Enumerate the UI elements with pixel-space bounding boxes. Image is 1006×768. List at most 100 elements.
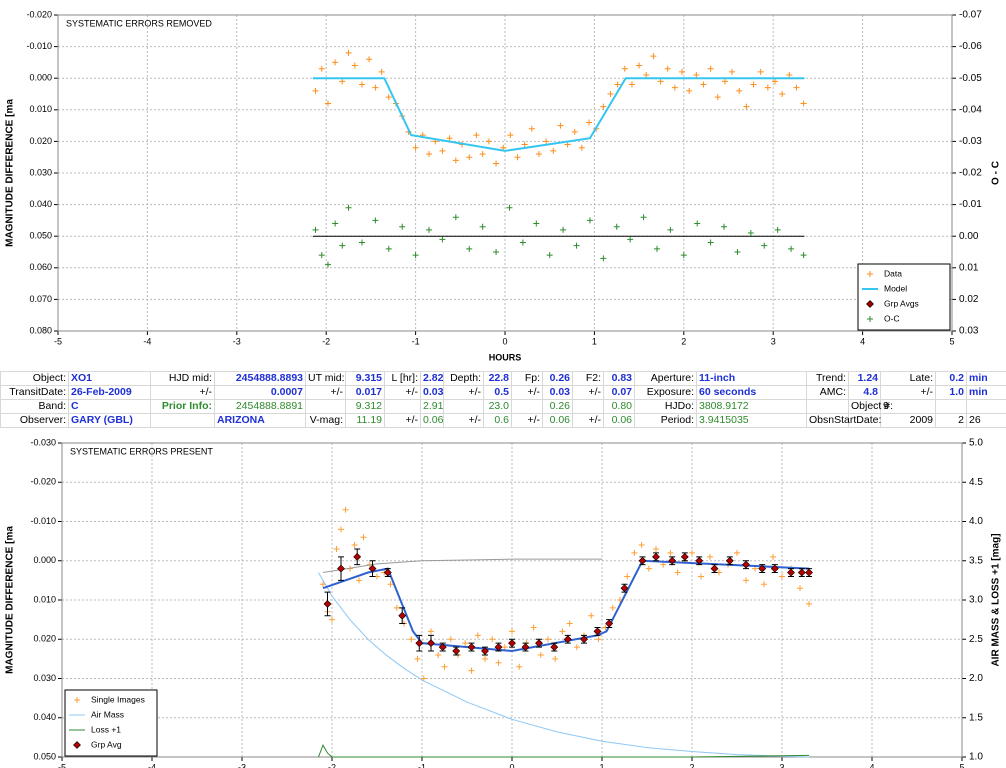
data-point: [793, 84, 800, 91]
legend-swatch: [866, 300, 874, 308]
empty-cell: [443, 399, 484, 414]
field-label: +/-: [443, 385, 484, 400]
data-point: [638, 542, 645, 549]
x-tick-label: 2: [681, 336, 686, 346]
data-point: [535, 151, 542, 158]
field-value: 0.07: [603, 385, 635, 400]
empty-cell: [384, 399, 421, 414]
data-point: [580, 635, 588, 644]
data-point: [312, 226, 319, 233]
y-tick-label: 0.050: [33, 751, 56, 761]
data-point: [806, 600, 812, 607]
data-point: [446, 135, 453, 142]
data-point: [771, 78, 778, 85]
data-point: [693, 72, 700, 79]
field-label: +/-: [305, 385, 346, 400]
field-label: V-mag:: [305, 413, 346, 428]
data-point: [588, 612, 595, 619]
data-point: [680, 252, 687, 259]
data-point: [797, 585, 803, 592]
y-tick-label: -0.020: [26, 9, 52, 19]
data-point: [600, 255, 607, 262]
data-point: [689, 549, 695, 556]
data-point: [559, 628, 566, 635]
data-point: [680, 552, 689, 561]
field-value: 2.82: [420, 371, 444, 386]
data-point: [415, 639, 424, 648]
data-point: [332, 220, 339, 227]
data-point: [372, 217, 379, 224]
data-point: [466, 154, 473, 161]
x-tick-label: 1: [592, 336, 597, 346]
field-value: ARIZONA: [214, 413, 306, 428]
data-point: [528, 125, 535, 132]
y2-tick-label: 2.5: [969, 634, 983, 645]
field-label: Observer:: [0, 413, 69, 428]
data-point: [543, 138, 550, 145]
y-tick-label: 0.020: [33, 634, 56, 644]
field-value: 2454888.8891: [214, 399, 306, 414]
x-tick-label: 3: [771, 336, 776, 346]
empty-cell: [305, 399, 346, 414]
x-tick-label: -4: [143, 336, 151, 346]
data-point: [757, 68, 764, 75]
field-label: HJDo:: [634, 399, 697, 414]
data-point: [368, 564, 377, 573]
data-point: [750, 81, 757, 88]
data-point: [468, 667, 475, 674]
data-point: [710, 564, 719, 573]
data-point: [358, 239, 365, 246]
data-point: [721, 78, 728, 85]
empty-cell: [150, 413, 215, 428]
data-point: [747, 230, 754, 237]
data-point: [385, 94, 392, 101]
field-label: TransitDate:: [0, 385, 69, 400]
field-label: Band:: [0, 399, 69, 414]
data-point: [345, 49, 352, 56]
data-point: [674, 569, 681, 576]
x-axis-label: HOURS: [489, 352, 522, 362]
data-point: [399, 223, 406, 230]
data-point: [385, 245, 392, 252]
x-tick-label: -1: [418, 762, 426, 768]
data-point: [408, 636, 415, 643]
data-point: [342, 506, 349, 513]
data-point: [501, 644, 508, 651]
data-point: [467, 643, 476, 652]
field-value: 0.26: [542, 399, 573, 414]
data-point: [466, 245, 473, 252]
data-point: [621, 65, 628, 72]
table-row: TransitDate: 26-Feb-2009 +/- 0.0007 +/- 0.017…: [0, 385, 1006, 400]
data-point: [473, 132, 480, 139]
y2-tick-label: 5.0: [969, 438, 983, 449]
data-point: [774, 226, 781, 233]
data-point: [800, 252, 807, 259]
data-point: [493, 249, 500, 255]
field-value: 23.0: [483, 399, 512, 414]
data-point: [489, 636, 496, 643]
data-point: [324, 261, 331, 268]
data-point: [743, 577, 749, 584]
data-point: [563, 635, 572, 644]
x-tick-label: 0: [509, 762, 514, 768]
data-point: [638, 556, 647, 565]
legend-label: Grp Avgs: [884, 298, 919, 308]
data-point: [351, 62, 358, 69]
field-value: 0.5: [483, 385, 512, 400]
y-tick-label: 0.070: [29, 294, 52, 304]
data-point: [734, 549, 740, 556]
field-value: 0.80: [603, 399, 635, 414]
data-point: [338, 526, 344, 533]
data-point: [435, 651, 442, 658]
data-point: [339, 78, 346, 85]
data-point: [378, 68, 385, 75]
data-point: [667, 226, 674, 233]
table-row: Observer: GARY (GBL) ARIZONA V-mag: 11.19 +/-…: [0, 413, 1006, 428]
data-point: [668, 556, 677, 565]
field-value: 0.0007: [214, 385, 306, 400]
field-value: 2009: [880, 413, 936, 428]
data-point: [366, 56, 373, 63]
x-tick-label: 5: [959, 762, 964, 768]
y2-tick-label: 4.0: [969, 516, 983, 527]
